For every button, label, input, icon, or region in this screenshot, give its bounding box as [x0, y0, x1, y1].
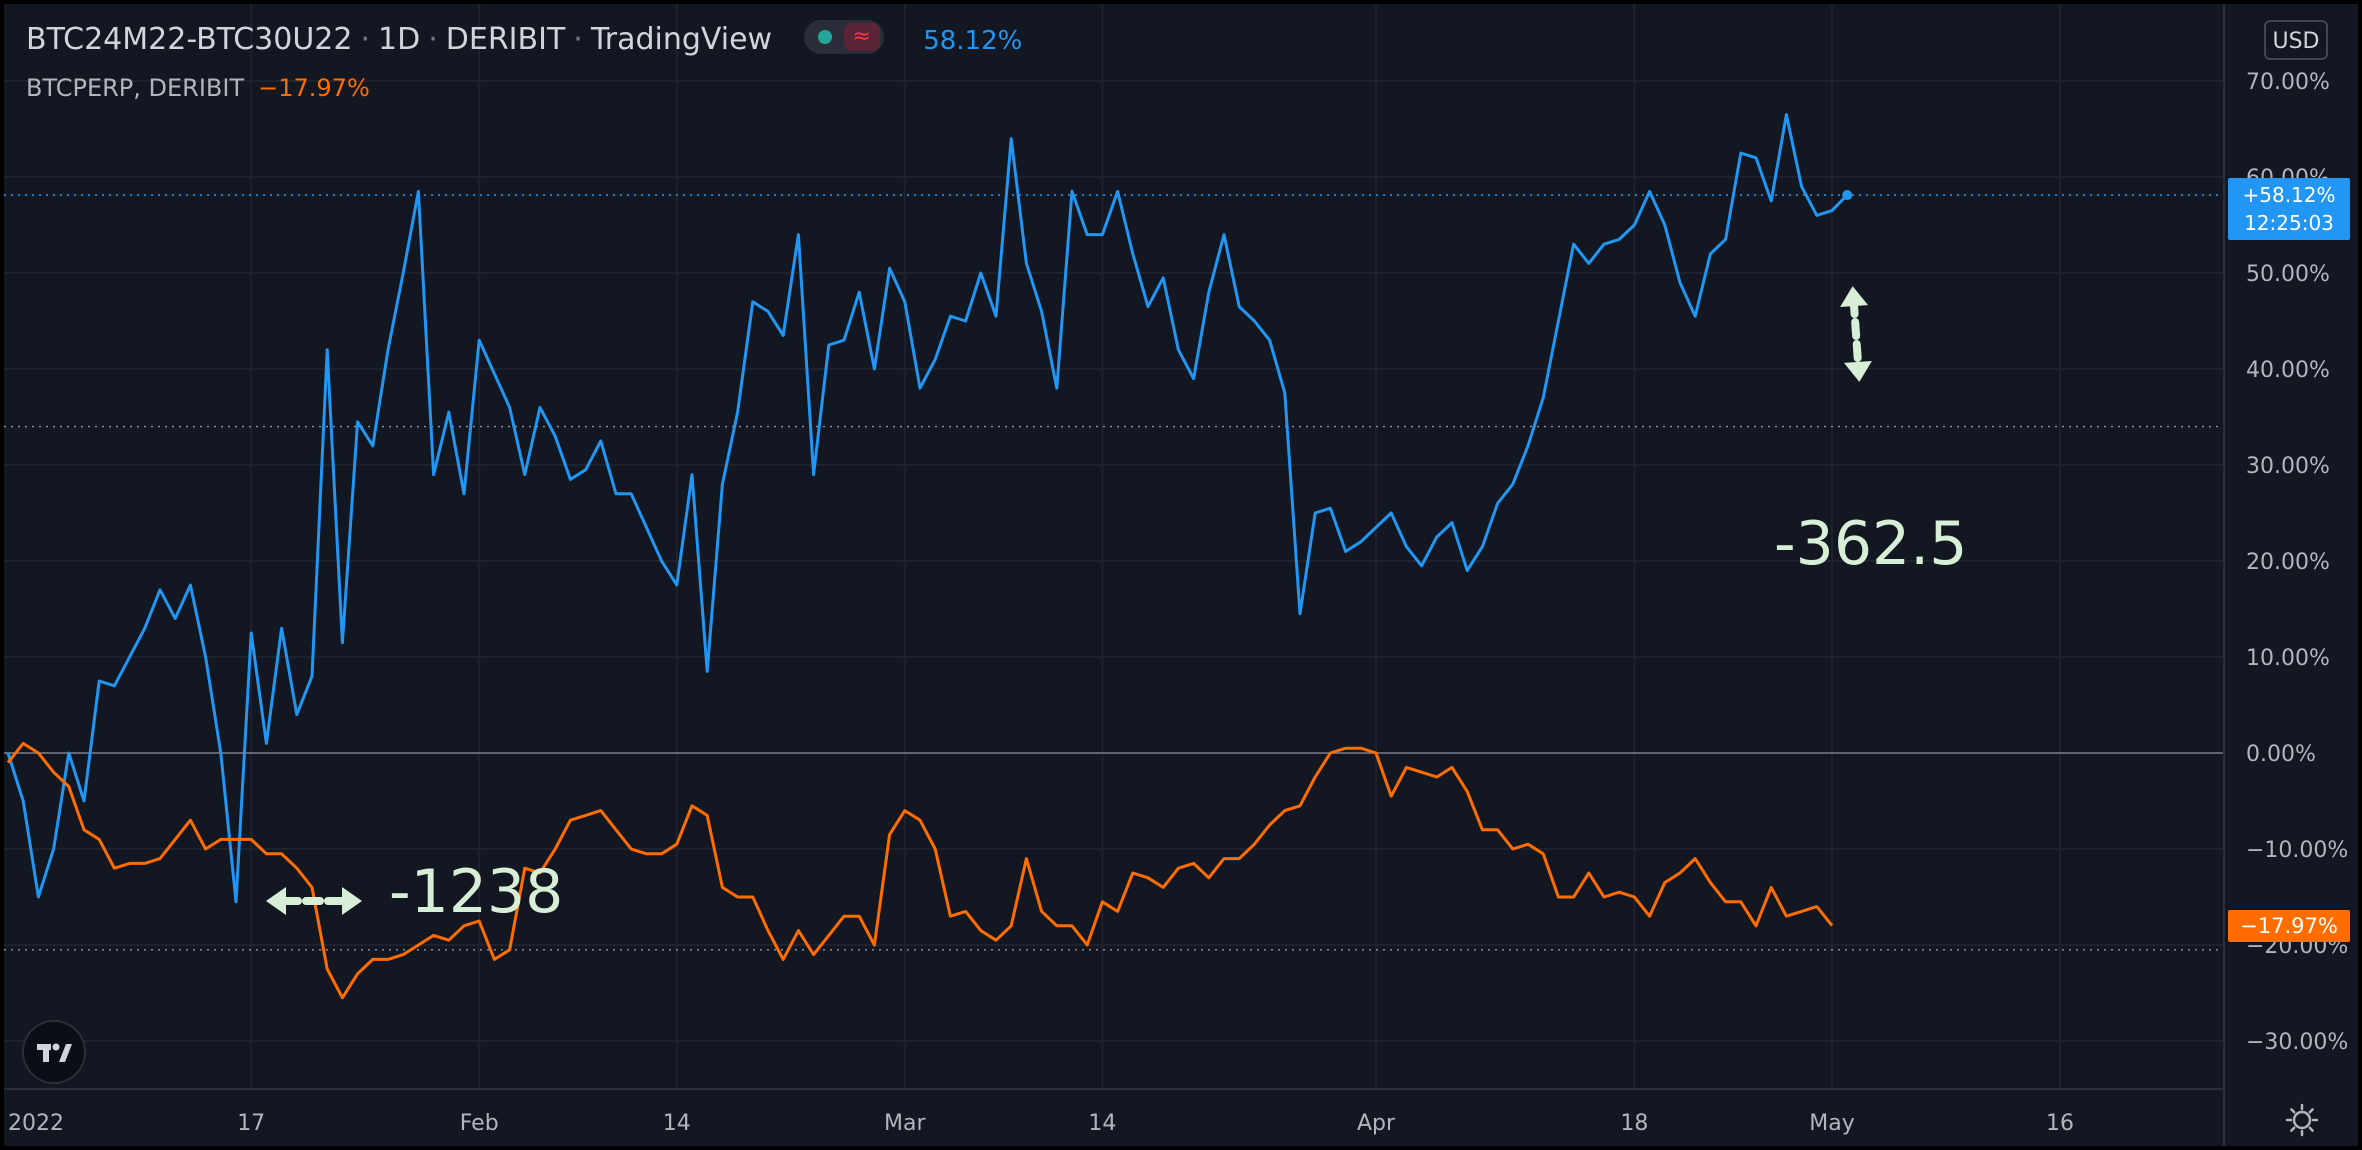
x-tick-label[interactable]: 18: [1620, 1111, 1648, 1136]
axes: [4, 4, 2225, 1146]
tradingview-logo-icon[interactable]: [22, 1020, 86, 1084]
legend-exchange: DERIBIT: [445, 22, 566, 57]
main-series-legend[interactable]: BTC24M22-BTC30U22 · 1D · DERIBIT · TradingView…: [26, 19, 1023, 58]
x-tick-label[interactable]: 14: [1088, 1111, 1116, 1136]
y-tick-label[interactable]: 40.00%: [2246, 358, 2330, 383]
visibility-toggle-icon[interactable]: ≈: [803, 19, 884, 54]
annotations-layer[interactable]: -362.5 -1238: [266, 285, 1967, 927]
series-layer[interactable]: [6, 113, 1853, 1000]
chart-window: 70.00%60.00%50.00%40.00%30.00%20.00%10.0…: [4, 4, 2358, 1146]
x-tick-label[interactable]: 16: [2046, 1111, 2074, 1136]
x-tick-label[interactable]: Feb: [460, 1111, 499, 1136]
x-axis-ticks[interactable]: 2022 17 Feb 14 Mar 14 Apr 18 May 16: [8, 1111, 2074, 1136]
reference-lines: [4, 194, 2224, 951]
chart-canvas[interactable]: 70.00%60.00%50.00%40.00%30.00%20.00%10.0…: [4, 4, 2358, 1146]
compare-series-legend[interactable]: BTCPERP, DERIBIT −17.97%: [26, 74, 370, 102]
legend-interval: 1D: [378, 22, 421, 57]
grid-lines: [4, 4, 2224, 1089]
gear-icon[interactable]: [2284, 1102, 2320, 1138]
currency-button[interactable]: USD: [2264, 20, 2328, 60]
legend-compare-symbol[interactable]: BTCPERP, DERIBIT: [26, 74, 245, 102]
y-tick-label[interactable]: 30.00%: [2246, 454, 2330, 479]
x-tick-label[interactable]: 2022: [8, 1111, 64, 1136]
x-tick-label[interactable]: May: [1809, 1111, 1854, 1136]
legend-main-value: 58.12%: [923, 26, 1023, 56]
legend-separator: ·: [428, 22, 438, 57]
y-tick-label[interactable]: 0.00%: [2246, 742, 2316, 767]
bar-countdown: 12:25:03: [2244, 211, 2334, 235]
x-tick-label[interactable]: 17: [237, 1111, 265, 1136]
y-tick-label[interactable]: 70.00%: [2246, 70, 2330, 95]
series-line-0[interactable]: [6, 113, 1849, 904]
y-tick-label[interactable]: 20.00%: [2246, 550, 2330, 575]
series-line-1[interactable]: [6, 741, 1834, 1000]
y-tick-label[interactable]: 50.00%: [2246, 262, 2330, 287]
y-tick-label[interactable]: −30.00%: [2246, 1030, 2348, 1055]
x-tick-label[interactable]: Mar: [884, 1111, 926, 1136]
blue-price-tag: +58.12% 12:25:03: [2228, 178, 2350, 240]
status-dot-icon: [817, 29, 832, 44]
blue-price-value: +58.12%: [2242, 183, 2336, 207]
legend-separator: ·: [360, 22, 371, 57]
horizontal-arrow-annotation[interactable]: [266, 887, 362, 915]
wave-icon: ≈: [843, 22, 880, 51]
vertical-arrow-annotation[interactable]: [1839, 285, 1874, 383]
annotation-label-362[interactable]: -362.5: [1774, 509, 1967, 579]
legend-separator: ·: [573, 22, 583, 57]
last-point-marker: [1842, 190, 1853, 201]
x-tick-label[interactable]: Apr: [1357, 1111, 1396, 1136]
legend-symbol[interactable]: BTC24M22-BTC30U22: [26, 22, 353, 57]
legend-compare-value: −17.97%: [258, 74, 370, 102]
y-tick-label[interactable]: −10.00%: [2246, 838, 2348, 863]
legend-source: TradingView: [590, 22, 773, 57]
x-tick-label[interactable]: 14: [663, 1111, 691, 1136]
annotation-label-1238[interactable]: -1238: [389, 857, 563, 927]
orange-price-tag: −17.97%: [2228, 910, 2350, 942]
y-tick-label[interactable]: 10.00%: [2246, 646, 2330, 671]
